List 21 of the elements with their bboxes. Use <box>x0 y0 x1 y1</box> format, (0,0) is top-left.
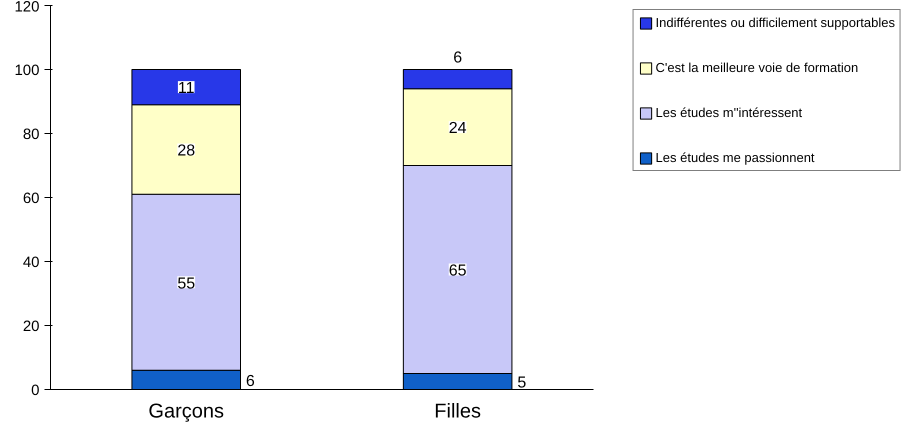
y-tick-label: 40 <box>22 254 40 271</box>
legend-label: C'est la meilleure voie de formation <box>656 60 858 75</box>
data-label: 55 <box>177 275 196 292</box>
y-tick-label: 0 <box>31 382 40 399</box>
y-tick-label: 100 <box>14 62 40 79</box>
x-tick-label: Filles <box>434 400 481 422</box>
legend-label: Indifférentes ou difficilement supportables <box>656 15 895 30</box>
legend-label: Les études me passionnent <box>656 150 815 165</box>
y-tick-label: 20 <box>22 318 40 335</box>
x-tick-label: Garçons <box>148 400 224 422</box>
data-label: 24 <box>448 120 467 138</box>
data-label: 6 <box>453 50 462 67</box>
y-tick-label: 120 <box>14 0 40 16</box>
y-tick-label: 80 <box>22 126 40 143</box>
data-label: 5 <box>517 374 526 392</box>
y-tick-label: 60 <box>22 190 40 207</box>
legend-label: Les études m''intéressent <box>656 105 802 120</box>
data-label: 11 <box>178 80 195 98</box>
data-label: 28 <box>177 142 196 160</box>
data-label: 6 <box>246 372 255 390</box>
data-label: 65 <box>448 262 467 280</box>
